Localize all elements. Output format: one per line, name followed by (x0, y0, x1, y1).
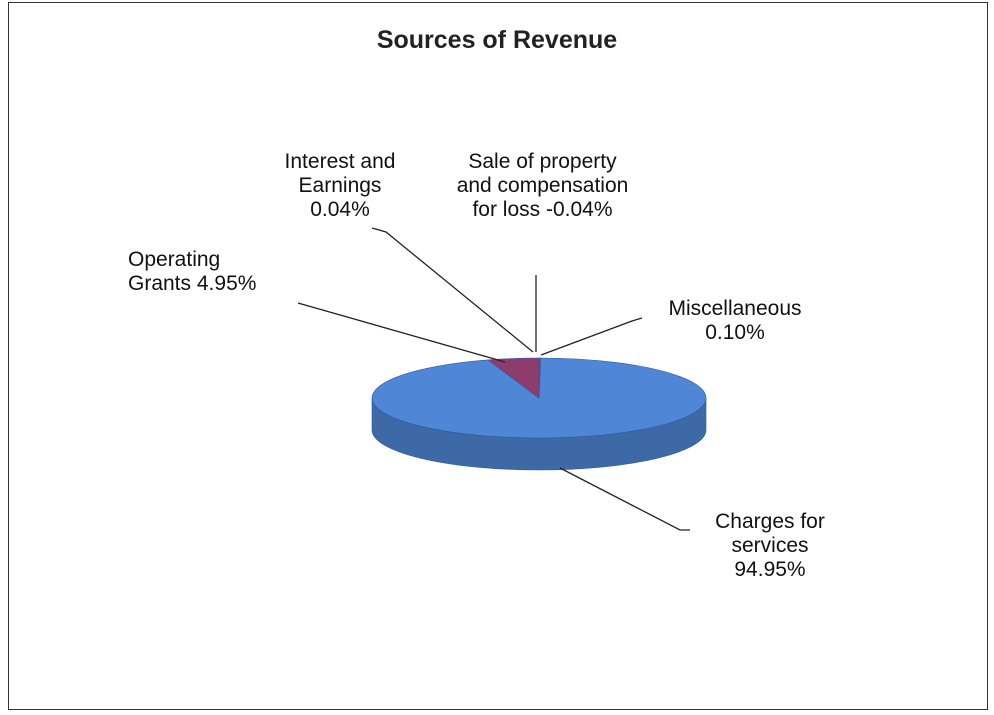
leader-line (559, 467, 690, 531)
category-label: Miscellaneous (668, 297, 802, 320)
slice-label: Miscellaneous 0.10% (640, 297, 830, 345)
category-label: Sale of property and compensation for lo… (456, 150, 629, 221)
value-label: 0.04% (310, 198, 370, 221)
value-label: 94.95% (734, 558, 806, 581)
slice-label: Operating Grants 4.95% (128, 248, 278, 296)
category-label: Charges for services (715, 510, 825, 557)
leader-line (297, 302, 506, 363)
value-label: -0.04% (545, 198, 613, 221)
value-label: 0.10% (705, 321, 765, 344)
leader-line (540, 317, 643, 356)
leader-line (371, 227, 534, 353)
slice-label: Sale of property and compensation for lo… (455, 150, 630, 222)
pie-slice (487, 357, 540, 399)
chart-frame (8, 2, 988, 710)
slice-label: Charges for services 94.95% (700, 510, 840, 582)
slice-label: Interest and Earnings 0.04% (265, 150, 415, 222)
category-label: Interest and Earnings (284, 150, 396, 197)
leader-lines (297, 227, 690, 531)
value-label: 4.95% (196, 272, 257, 295)
category-label: Operating Grants (128, 248, 221, 295)
chart-title: Sources of Revenue (376, 26, 618, 54)
